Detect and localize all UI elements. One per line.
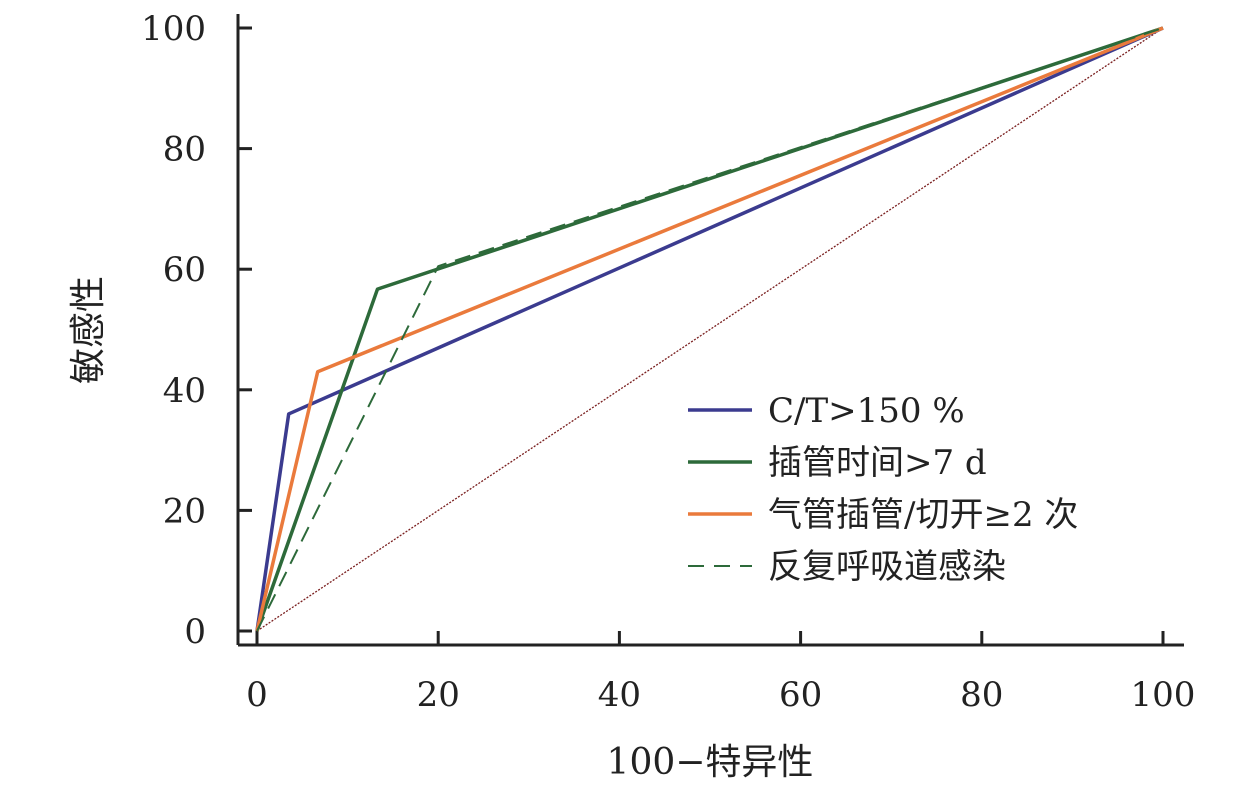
series-line-4 <box>256 27 1164 632</box>
axes: 0 20 40 60 80 100 0 20 40 60 80 100 <box>141 9 1195 715</box>
x-tick-label: 100 <box>1131 675 1196 715</box>
reference-diagonal-line <box>256 27 1164 632</box>
y-tick-label: 40 <box>163 371 206 411</box>
x-tick-label: 20 <box>417 675 460 715</box>
x-tick-label: 80 <box>960 675 1003 715</box>
x-tick-label: 40 <box>598 675 641 715</box>
series-line-2 <box>255 26 1164 632</box>
y-tick-label: 0 <box>184 612 206 652</box>
series-group <box>255 26 1164 632</box>
x-tick-label: 0 <box>246 675 268 715</box>
y-tick-label: 60 <box>163 250 206 290</box>
x-axis-title: 100−特异性 <box>607 742 814 783</box>
legend-label-1: C/T>150 % <box>768 391 965 431</box>
series-line-1 <box>255 26 1164 632</box>
series-line-3 <box>255 26 1164 632</box>
y-tick-label: 80 <box>163 130 206 170</box>
reference-line-group <box>256 27 1164 632</box>
legend-label-3: 气管插管/切开≥2 次 <box>768 495 1078 535</box>
y-tick-label: 100 <box>141 9 206 49</box>
legend-label-2: 插管时间>7 d <box>768 443 987 483</box>
legend-label-4: 反复呼吸道感染 <box>768 547 1006 587</box>
y-tick-label: 20 <box>163 491 206 531</box>
y-axis-title: 敏感性 <box>68 276 109 384</box>
x-tick-label: 60 <box>779 675 822 715</box>
